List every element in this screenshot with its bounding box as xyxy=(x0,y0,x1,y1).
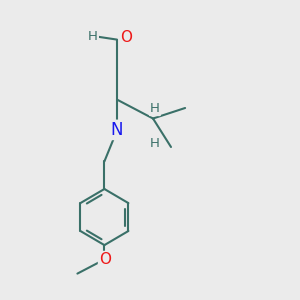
Text: H: H xyxy=(150,102,160,115)
Text: H: H xyxy=(88,29,98,43)
Text: O: O xyxy=(99,252,111,267)
Text: O: O xyxy=(120,30,132,45)
Text: H: H xyxy=(149,136,159,150)
Text: N: N xyxy=(110,121,123,139)
